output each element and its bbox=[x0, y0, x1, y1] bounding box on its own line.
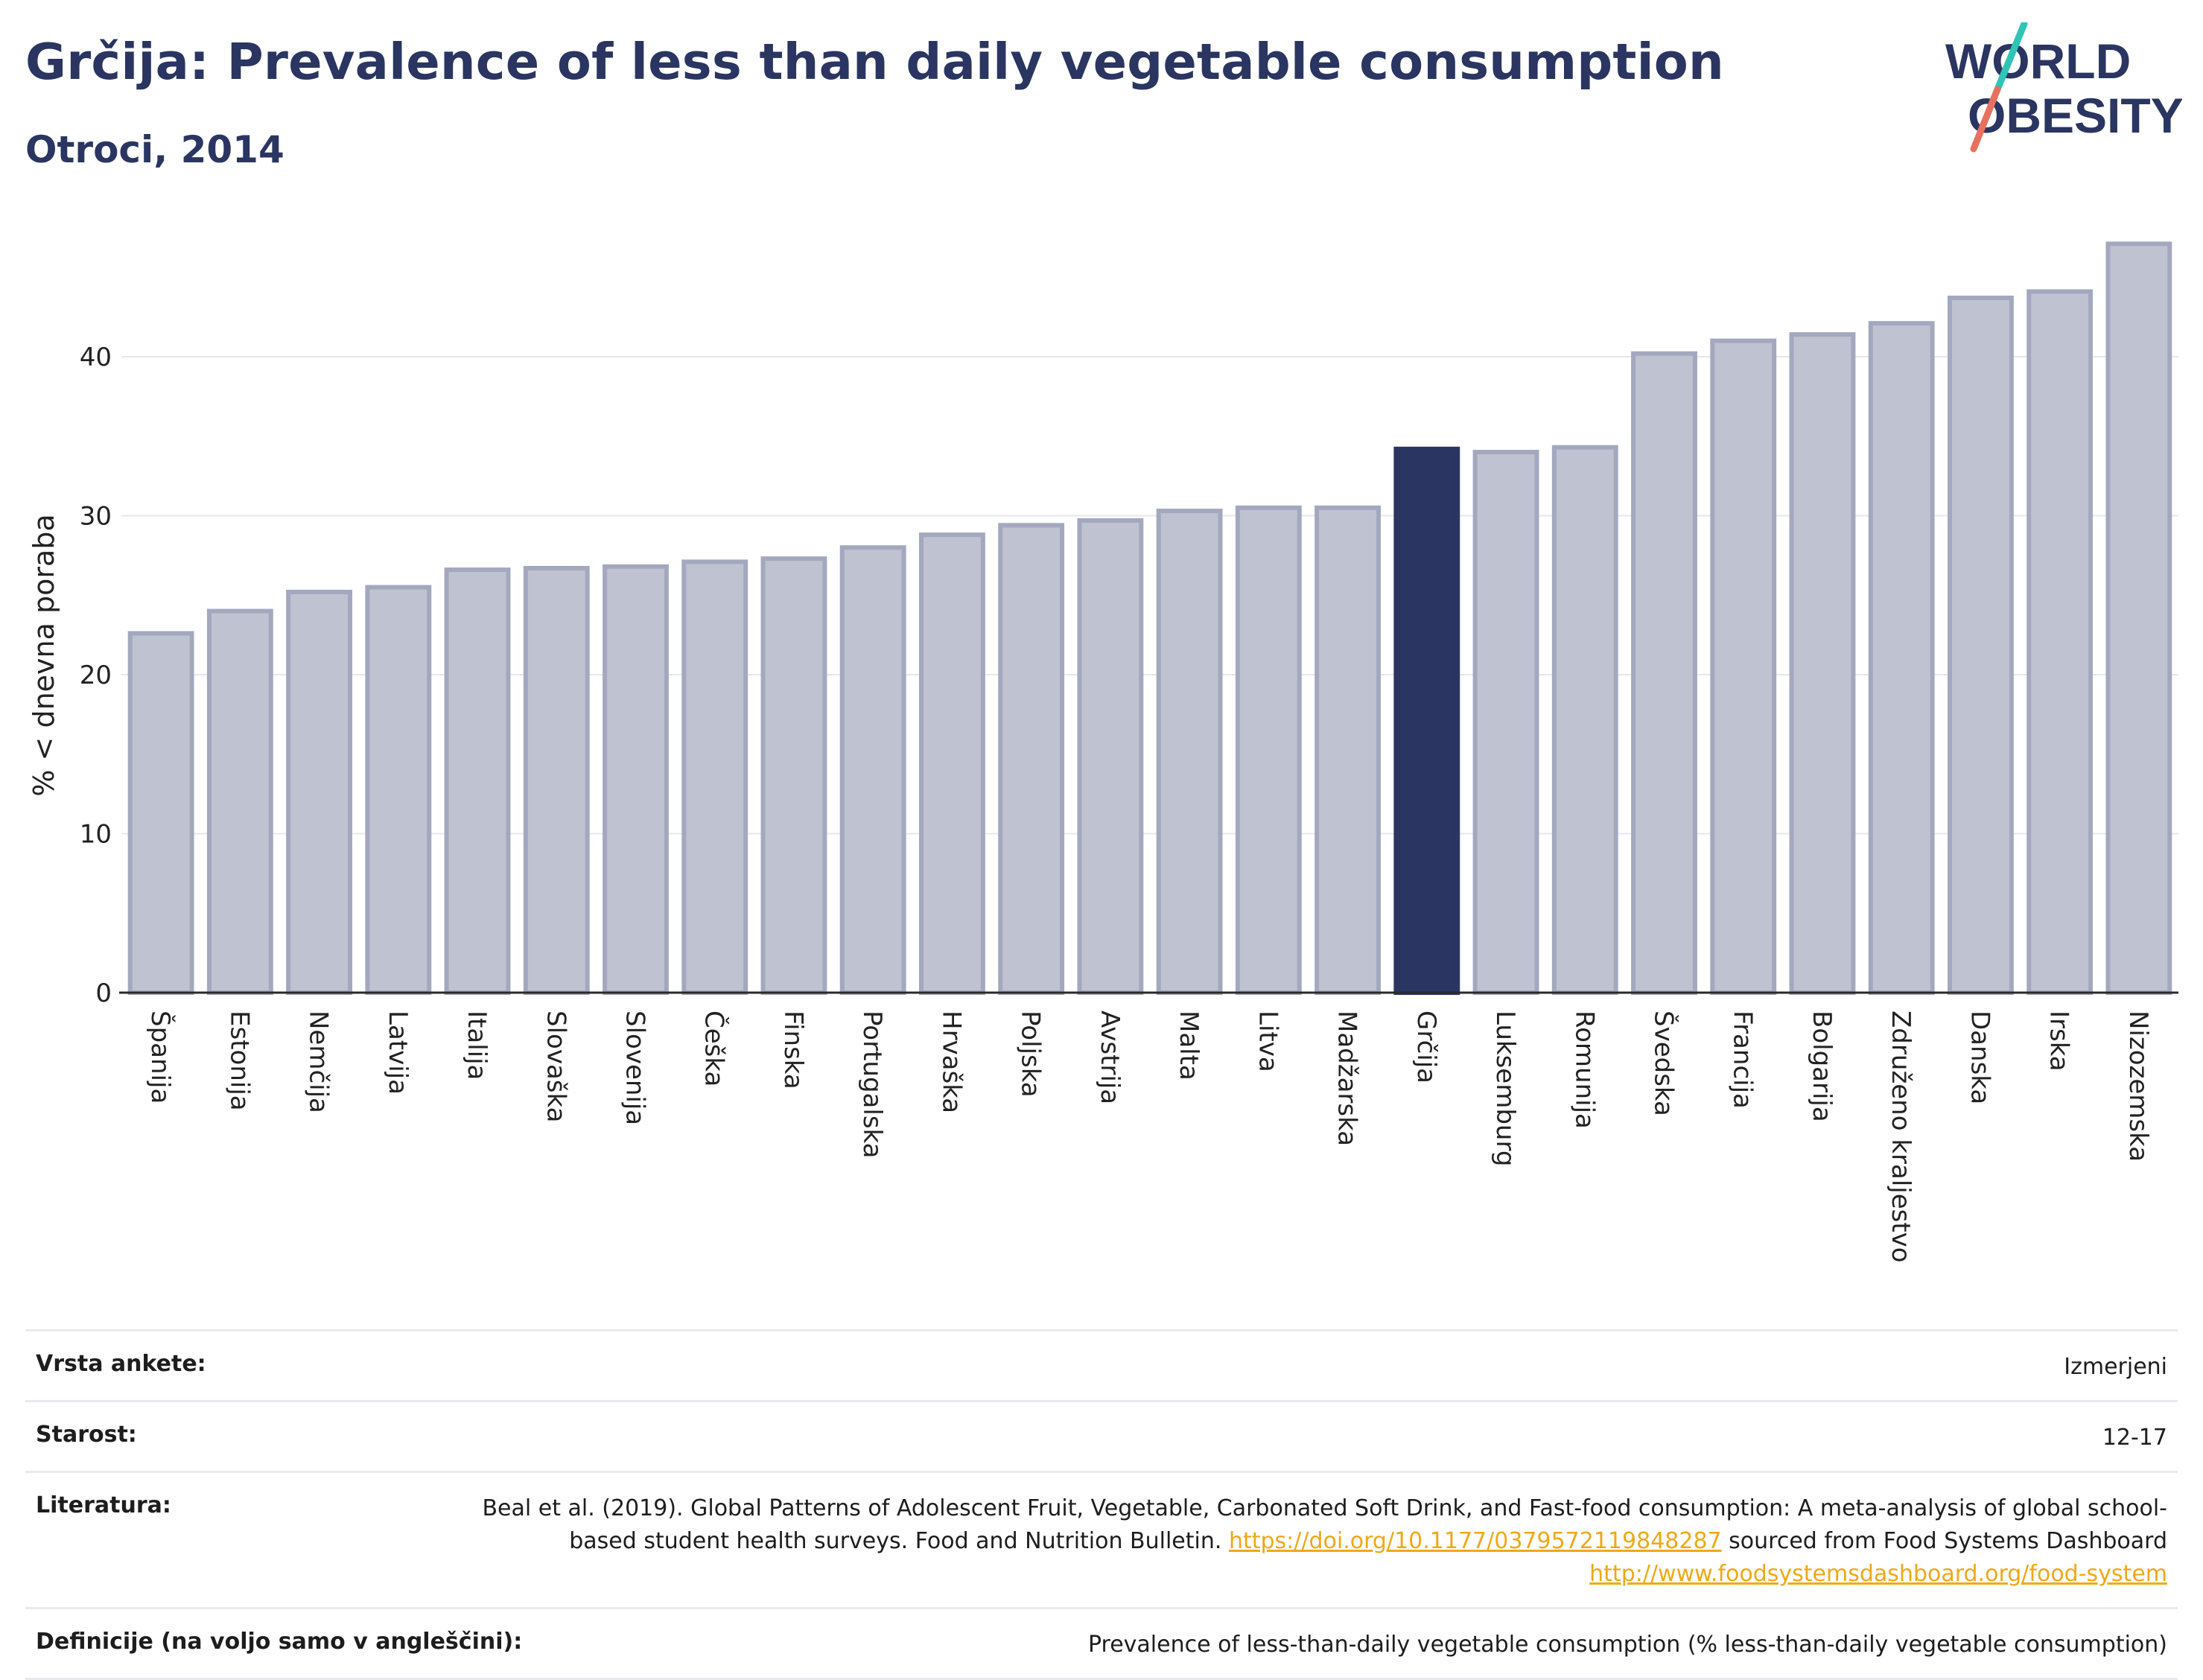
meta-label: Definicije (na voljo samo v angleščini): bbox=[36, 1629, 523, 1655]
x-tick-label: Madžarska bbox=[1332, 1011, 1362, 1146]
bar-romunija[interactable] bbox=[1551, 445, 1618, 995]
x-tick-label: Litva bbox=[1253, 1011, 1282, 1072]
chart-subtitle: Otroci, 2014 bbox=[25, 128, 284, 171]
x-tick-label: Italija bbox=[462, 1011, 492, 1080]
meta-value-literature: Beal et al. (2019). Global Patterns of A… bbox=[454, 1492, 2167, 1591]
x-tick-label: Slovenija bbox=[620, 1011, 650, 1125]
world-obesity-logo: WORLD OBESITY bbox=[1945, 22, 2182, 153]
bar-irska[interactable] bbox=[2026, 289, 2094, 995]
bar-nizozemska[interactable] bbox=[2105, 241, 2172, 996]
x-tick-label: Avstrija bbox=[1095, 1011, 1125, 1104]
y-tick-label: 20 bbox=[80, 661, 112, 690]
bar-hrvaška[interactable] bbox=[918, 532, 985, 995]
bar-slovenija[interactable] bbox=[603, 564, 669, 995]
bar-litva[interactable] bbox=[1235, 505, 1302, 995]
meta-row-survey-type: Vrsta ankete: Izmerjeni bbox=[25, 1329, 2178, 1400]
y-tick-label: 40 bbox=[80, 343, 112, 372]
y-tick-label: 10 bbox=[80, 820, 112, 850]
x-tick-labels: Španija Estonija Nemčija Latvija Italija Slov… bbox=[145, 1011, 2153, 1263]
literature-text: Beal et al. (2019). Global Patterns of A… bbox=[482, 1495, 2167, 1554]
bar-združeno-kraljestvo[interactable] bbox=[1868, 321, 1935, 996]
bar-estonija[interactable] bbox=[206, 608, 273, 995]
bar-nemčija[interactable] bbox=[286, 589, 353, 995]
x-tick-label: Grčija bbox=[1411, 1011, 1441, 1084]
bar-danska[interactable] bbox=[1947, 296, 2014, 995]
meta-label: Vrsta ankete: bbox=[36, 1351, 206, 1377]
bar-francija[interactable] bbox=[1710, 338, 1777, 995]
meta-row-definitions: Definicije (na voljo samo v angleščini):… bbox=[25, 1607, 2178, 1680]
y-tick-labels: 0 10 20 30 40 bbox=[80, 343, 112, 1008]
x-tick-label: Estonija bbox=[224, 1011, 254, 1111]
metadata-table: Vrsta ankete: Izmerjeni Starost: 12-17 L… bbox=[25, 1329, 2178, 1680]
x-tick-label: Romunija bbox=[1569, 1011, 1599, 1129]
meta-row-age: Starost: 12-17 bbox=[25, 1400, 2178, 1471]
x-tick-label: Švedska bbox=[1649, 1011, 1679, 1116]
x-tick-label: Nemčija bbox=[304, 1011, 334, 1113]
bar-chart: 0 10 20 30 40 Španija Estonija Nemčija Latvija I… bbox=[28, 241, 2178, 1263]
x-tick-label: Češka bbox=[699, 1011, 730, 1086]
meta-value: 12-17 bbox=[2102, 1425, 2167, 1451]
bar-bolgarija[interactable] bbox=[1789, 332, 1856, 995]
dashboard-link[interactable]: http://www.foodsystemsdashboard.org/food… bbox=[1589, 1561, 2167, 1587]
x-tick-label: Nizozemska bbox=[2123, 1011, 2153, 1162]
meta-row-literature: Literatura: Beal et al. (2019). Global P… bbox=[25, 1471, 2178, 1607]
x-tick-label: Francija bbox=[1728, 1011, 1758, 1109]
doi-link[interactable]: https://doi.org/10.1177/0379572119848287 bbox=[1228, 1528, 1722, 1554]
bar-španija[interactable] bbox=[127, 631, 194, 995]
x-tick-label: Finska bbox=[778, 1011, 808, 1089]
literature-text-source: sourced from Food Systems Dashboard bbox=[1729, 1528, 2167, 1554]
y-tick-label: 0 bbox=[95, 979, 112, 1008]
bar-madžarska[interactable] bbox=[1315, 505, 1382, 995]
bar-avstrija[interactable] bbox=[1077, 518, 1144, 995]
bar-latvija[interactable] bbox=[365, 585, 432, 995]
y-tick-label: 30 bbox=[80, 502, 112, 532]
meta-value: Izmerjeni bbox=[2064, 1354, 2167, 1380]
x-tick-label: Hrvaška bbox=[936, 1011, 966, 1113]
bar-slovaška[interactable] bbox=[523, 565, 590, 995]
x-tick-label: Poljska bbox=[1016, 1011, 1046, 1098]
bar-portugalska[interactable] bbox=[839, 545, 906, 995]
x-tick-label: Latvija bbox=[383, 1011, 413, 1095]
meta-label: Starost: bbox=[36, 1422, 137, 1448]
bar-italija[interactable] bbox=[444, 567, 511, 995]
logo-word-world: WORLD bbox=[1945, 34, 2131, 89]
bar-švedska[interactable] bbox=[1631, 351, 1697, 996]
bar-poljska[interactable] bbox=[998, 523, 1065, 995]
bar-češka[interactable] bbox=[681, 559, 748, 995]
x-tick-label: Luksemburg bbox=[1490, 1011, 1520, 1166]
logo-word-obesity: OBESITY bbox=[1968, 88, 2182, 143]
x-tick-label: Malta bbox=[1174, 1011, 1204, 1081]
meta-label: Literatura: bbox=[36, 1492, 171, 1518]
x-tick-label: Bolgarija bbox=[1807, 1011, 1837, 1122]
x-tick-label: Irska bbox=[2044, 1011, 2074, 1072]
x-tick-label: Združeno kraljestvo bbox=[1886, 1011, 1916, 1263]
y-axis-label: % < dnevna poraba bbox=[28, 514, 60, 796]
x-tick-label: Danska bbox=[1965, 1011, 1994, 1104]
logo-accent-teal bbox=[1994, 22, 2028, 93]
bar-luksemburg[interactable] bbox=[1472, 450, 1539, 995]
x-tick-label: Španija bbox=[145, 1011, 176, 1104]
bar-grčija[interactable] bbox=[1393, 446, 1460, 995]
x-tick-label: Portugalska bbox=[857, 1011, 887, 1158]
chart-title: Grčija: Prevalence of less than daily ve… bbox=[25, 33, 1724, 91]
bar-finska[interactable] bbox=[760, 556, 827, 995]
bar-malta[interactable] bbox=[1156, 509, 1223, 995]
bars bbox=[127, 241, 2172, 996]
x-tick-label: Slovaška bbox=[541, 1011, 570, 1122]
logo-accent-coral bbox=[1970, 86, 2001, 153]
meta-value: Prevalence of less-than-daily vegetable … bbox=[1087, 1632, 2167, 1658]
